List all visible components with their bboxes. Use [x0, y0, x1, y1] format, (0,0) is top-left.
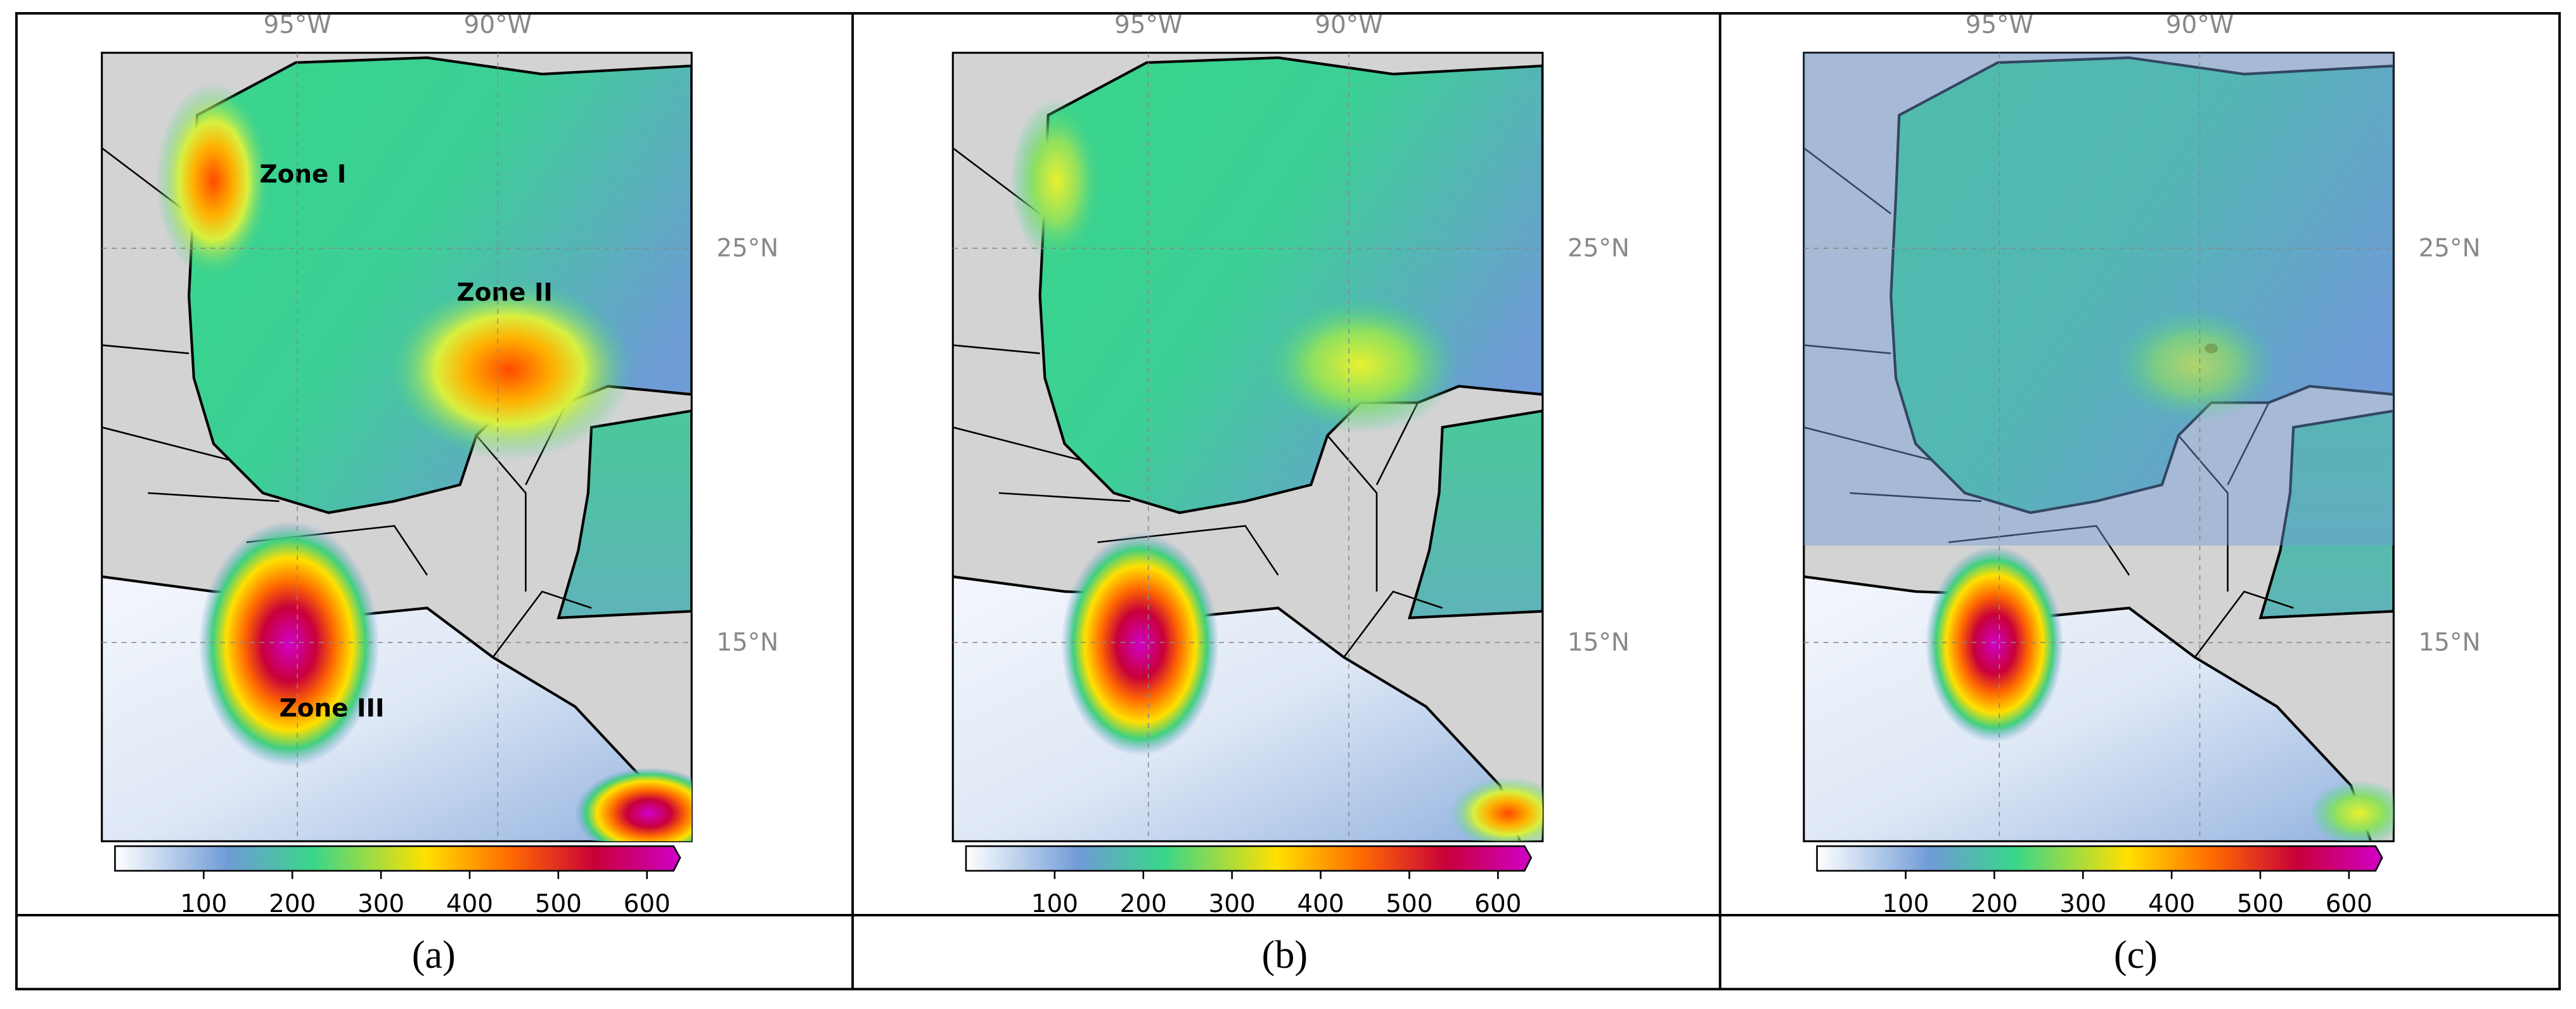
- colorbar: [965, 845, 1533, 872]
- colorbar-tick-label: 200: [269, 890, 316, 918]
- latitude-label: 15°N: [716, 629, 778, 657]
- panel: 95°W 90°W 25°N 15°N 100 200 300 400 500 600 (c): [1793, 11, 2480, 977]
- zone-label: Zone III: [280, 694, 385, 723]
- colorbar-tick-label: 300: [357, 890, 404, 918]
- colorbar: [1816, 845, 2383, 872]
- colorbar-tick-label: 300: [2059, 890, 2106, 918]
- colorbar-tick-label: 500: [2237, 890, 2284, 918]
- colorbar-tick-label: 400: [446, 890, 493, 918]
- longitude-label: 95°W: [263, 11, 331, 39]
- colorbar-tick-label: 100: [1882, 890, 1929, 918]
- colorbar-tick-label: 300: [1209, 890, 1256, 918]
- zone-label: Zone I: [260, 160, 347, 189]
- colorbar-tick-label: 600: [1474, 890, 1521, 918]
- colorbar-tick-label: 500: [535, 890, 582, 918]
- longitude-label: 90°W: [2166, 11, 2234, 39]
- latitude-label: 25°N: [2418, 235, 2480, 263]
- colorbar-tick-label: 100: [180, 890, 227, 918]
- colorbar-tick-label: 200: [1120, 890, 1167, 918]
- colorbar-tick-label: 400: [1297, 890, 1344, 918]
- longitude-label: 90°W: [1315, 11, 1382, 39]
- latitude-label: 25°N: [1568, 235, 1630, 263]
- colorbar-tick-label: 400: [2148, 890, 2195, 918]
- colorbar-tick-label: 600: [624, 890, 671, 918]
- longitude-label: 90°W: [464, 11, 532, 39]
- colorbar-tick-label: 600: [2326, 890, 2373, 918]
- longitude-label: 95°W: [1966, 11, 2033, 39]
- panel-caption: (c): [2114, 934, 2158, 977]
- latitude-label: 15°N: [1568, 629, 1630, 657]
- latitude-label: 15°N: [2418, 629, 2480, 657]
- panel: 95°W 90°W 25°N 15°N 100 200 300 400 500 600 (b): [941, 11, 1630, 977]
- panel-caption: (a): [412, 934, 456, 977]
- colorbar: [114, 845, 681, 872]
- latitude-label: 25°N: [716, 235, 778, 263]
- longitude-label: 95°W: [1114, 11, 1182, 39]
- colorbar-tick-label: 500: [1386, 890, 1433, 918]
- colorbar-tick-label: 200: [1971, 890, 2018, 918]
- panel-caption: (b): [1262, 934, 1308, 977]
- zone-label: Zone II: [457, 279, 553, 307]
- panel: Zone I Zone II Zone III 95°W 90°W 25°N 15°N…: [91, 11, 778, 977]
- colorbar-tick-label: 100: [1031, 890, 1078, 918]
- table-border: [15, 12, 2561, 991]
